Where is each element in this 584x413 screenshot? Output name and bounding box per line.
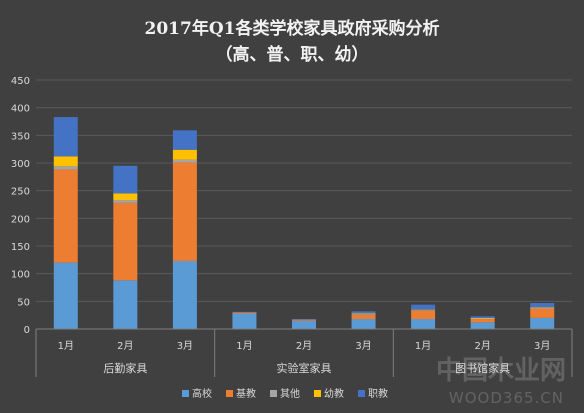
bar-segment xyxy=(351,314,376,315)
chart-subtitle: （高、普、职、幼） xyxy=(215,45,369,65)
legend-item: 其他 xyxy=(280,387,300,400)
y-tick-label: 400 xyxy=(11,104,30,115)
group-label: 实验室家具 xyxy=(277,361,332,375)
y-tick-label: 450 xyxy=(11,76,30,87)
legend-item: 基教 xyxy=(236,387,256,400)
bar-segment xyxy=(232,313,257,329)
bar-segment xyxy=(53,156,78,167)
bar-segment xyxy=(113,165,138,194)
bar-segment xyxy=(351,319,376,329)
bar-segment xyxy=(113,193,138,201)
x-tick-label: 3月 xyxy=(177,340,193,352)
y-tick-label: 50 xyxy=(17,297,30,308)
bar-segment xyxy=(411,310,436,320)
y-tick-label: 250 xyxy=(11,187,30,198)
x-tick-label: 3月 xyxy=(355,340,371,352)
bar-segment xyxy=(470,318,495,320)
bar-segment xyxy=(530,302,555,308)
legend-item: 职教 xyxy=(368,387,388,400)
group-label: 图书馆家具 xyxy=(455,361,510,375)
bar-segment xyxy=(232,312,257,314)
y-tick-label: 300 xyxy=(11,159,30,170)
x-tick-label: 3月 xyxy=(534,340,550,352)
bar-segment xyxy=(292,320,316,329)
chart-title: 2017年Q1各类学校家具政府采购分析 xyxy=(144,19,440,39)
y-tick-label: 100 xyxy=(11,270,30,281)
bar-segment xyxy=(470,316,495,318)
x-tick-label: 1月 xyxy=(415,340,431,352)
bar-segment xyxy=(530,317,555,329)
bar-segment xyxy=(172,260,197,329)
y-tick-label: 150 xyxy=(11,242,30,253)
bar-segment xyxy=(113,280,138,329)
bar-segment xyxy=(292,319,316,320)
group-label: 后勤家具 xyxy=(103,361,147,375)
bar-segment xyxy=(292,319,316,321)
y-tick-label: 0 xyxy=(24,325,30,336)
bar-segment xyxy=(113,200,138,203)
bar-segment xyxy=(530,307,555,308)
legend-swatch xyxy=(270,390,277,397)
legend-swatch xyxy=(226,390,233,397)
bar-segment xyxy=(411,319,436,329)
x-tick-label: 1月 xyxy=(58,340,74,352)
bar-segment xyxy=(411,309,436,311)
bar-segment xyxy=(172,130,197,150)
bar-segment xyxy=(53,169,78,263)
bar-segment xyxy=(53,262,78,329)
x-tick-label: 2月 xyxy=(296,340,312,352)
bar-segment xyxy=(172,149,197,160)
bar-segment xyxy=(530,307,555,309)
y-tick-label: 200 xyxy=(11,214,30,225)
bar-segment xyxy=(113,202,138,281)
legend-swatch xyxy=(358,390,365,397)
watermark-logo: 中国木业网 xyxy=(435,356,566,386)
legend-swatch xyxy=(314,390,321,397)
bar-segment xyxy=(470,319,495,323)
legend-swatch xyxy=(182,390,189,397)
y-tick-label: 350 xyxy=(11,131,30,142)
bar-segment xyxy=(470,317,495,319)
x-tick-label: 2月 xyxy=(474,340,490,352)
bar-segment xyxy=(172,159,197,163)
bar-segment xyxy=(411,310,436,311)
bar-segment xyxy=(351,313,376,315)
bar-segment xyxy=(470,322,495,329)
legend-item: 幼教 xyxy=(324,387,344,400)
bar-segment xyxy=(530,308,555,318)
bar-segment xyxy=(411,304,436,310)
bar-segment xyxy=(351,311,376,314)
x-tick-label: 1月 xyxy=(236,340,252,352)
bar-segment xyxy=(351,314,376,320)
bar-segment xyxy=(232,311,257,313)
legend-item: 高校 xyxy=(192,387,212,400)
bar-segment xyxy=(53,166,78,170)
bar-segment xyxy=(53,117,78,157)
x-tick-label: 2月 xyxy=(117,340,133,352)
watermark-url: WOOD365.CN xyxy=(448,389,564,407)
bar-segment xyxy=(172,162,197,261)
